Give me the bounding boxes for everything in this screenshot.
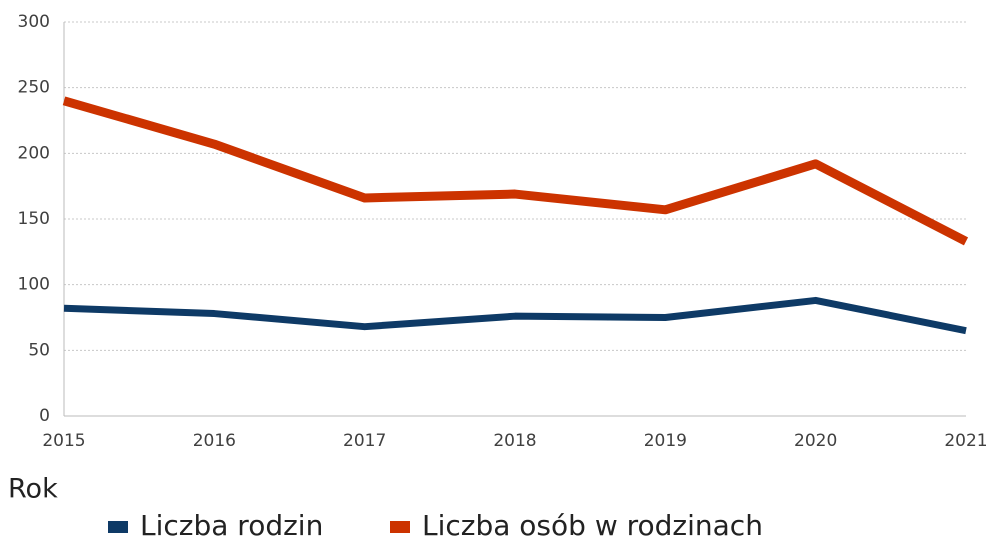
legend-marker (108, 521, 128, 533)
series-line (63, 296, 967, 335)
x-tick-label: 2018 (493, 431, 536, 451)
y-tick-label: 250 (18, 78, 50, 98)
y-tick-label: 100 (18, 275, 50, 295)
x-tick-label: 2016 (193, 431, 236, 451)
y-tick-label: 200 (18, 143, 50, 163)
y-tick-label: 0 (39, 406, 50, 426)
legend-label: Liczba osób w rodzinach (422, 509, 763, 542)
y-tick-label: 300 (18, 12, 50, 32)
legend-label: Liczba rodzin (140, 509, 323, 542)
x-tick-label: 2017 (343, 431, 386, 451)
legend-marker (390, 521, 410, 533)
series-line (62, 96, 969, 246)
y-tick-label: 150 (18, 209, 50, 229)
y-tick-label: 50 (28, 340, 50, 360)
x-tick-label: 2021 (944, 431, 987, 451)
x-tick-label: 2020 (794, 431, 837, 451)
x-axis-label: Rok (8, 474, 58, 505)
x-tick-label: 2019 (644, 431, 687, 451)
x-tick-label: 2015 (42, 431, 85, 451)
